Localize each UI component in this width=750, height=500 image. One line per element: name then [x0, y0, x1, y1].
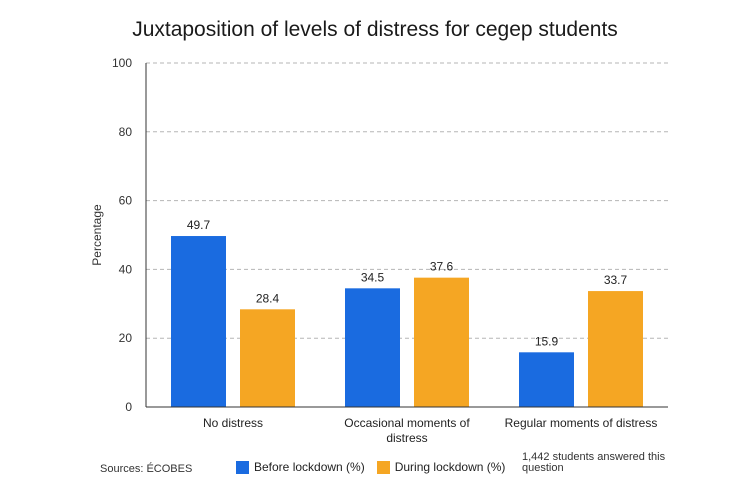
bar-during [588, 291, 643, 407]
data-label: 28.4 [256, 291, 280, 305]
y-axis-label: Percentage [90, 204, 104, 266]
axes [145, 63, 668, 408]
labels: 0 20 40 60 80 100 Percentage 49.7 28.4 No distres… [90, 56, 657, 445]
source-note: Sources: ÉCOBES [100, 463, 193, 475]
y-tick-label: 40 [119, 262, 133, 276]
category-label: Occasional moments of [344, 416, 470, 430]
chart-title: Juxtaposition of levels of distress for … [132, 18, 618, 41]
legend-label-during: During lockdown (%) [394, 460, 506, 474]
y-tick-label: 60 [119, 194, 133, 208]
legend-item-during: During lockdown (%) [376, 460, 506, 474]
legend-item-before: Before lockdown (%) [236, 460, 365, 474]
bar-before [345, 288, 400, 407]
legend-swatch-during [376, 460, 390, 474]
y-tick-label: 20 [119, 331, 133, 345]
legend-label-before: Before lockdown (%) [254, 460, 365, 474]
data-label: 34.5 [361, 270, 385, 284]
bar-during [414, 277, 469, 407]
data-label: 33.7 [604, 273, 628, 287]
data-label: 37.6 [430, 260, 454, 274]
data-label: 49.7 [187, 218, 211, 232]
legend-swatch-before [236, 460, 249, 474]
respondents-note: 1,442 students answered this question [522, 451, 666, 474]
bar-before [519, 352, 574, 407]
bars [171, 236, 643, 407]
bar-during [240, 309, 295, 407]
category-label: Regular moments of distress [505, 416, 658, 430]
bar-before [171, 236, 226, 407]
legend: Before lockdown (%) During lockdown (%) [236, 460, 517, 474]
y-tick-label: 80 [119, 125, 133, 139]
category-label: No distress [203, 416, 263, 430]
data-label: 15.9 [535, 334, 559, 348]
category-label: distress [386, 431, 427, 445]
y-tick-label: 0 [125, 400, 132, 414]
gridlines [146, 62, 668, 339]
y-tick-label: 100 [112, 56, 132, 70]
